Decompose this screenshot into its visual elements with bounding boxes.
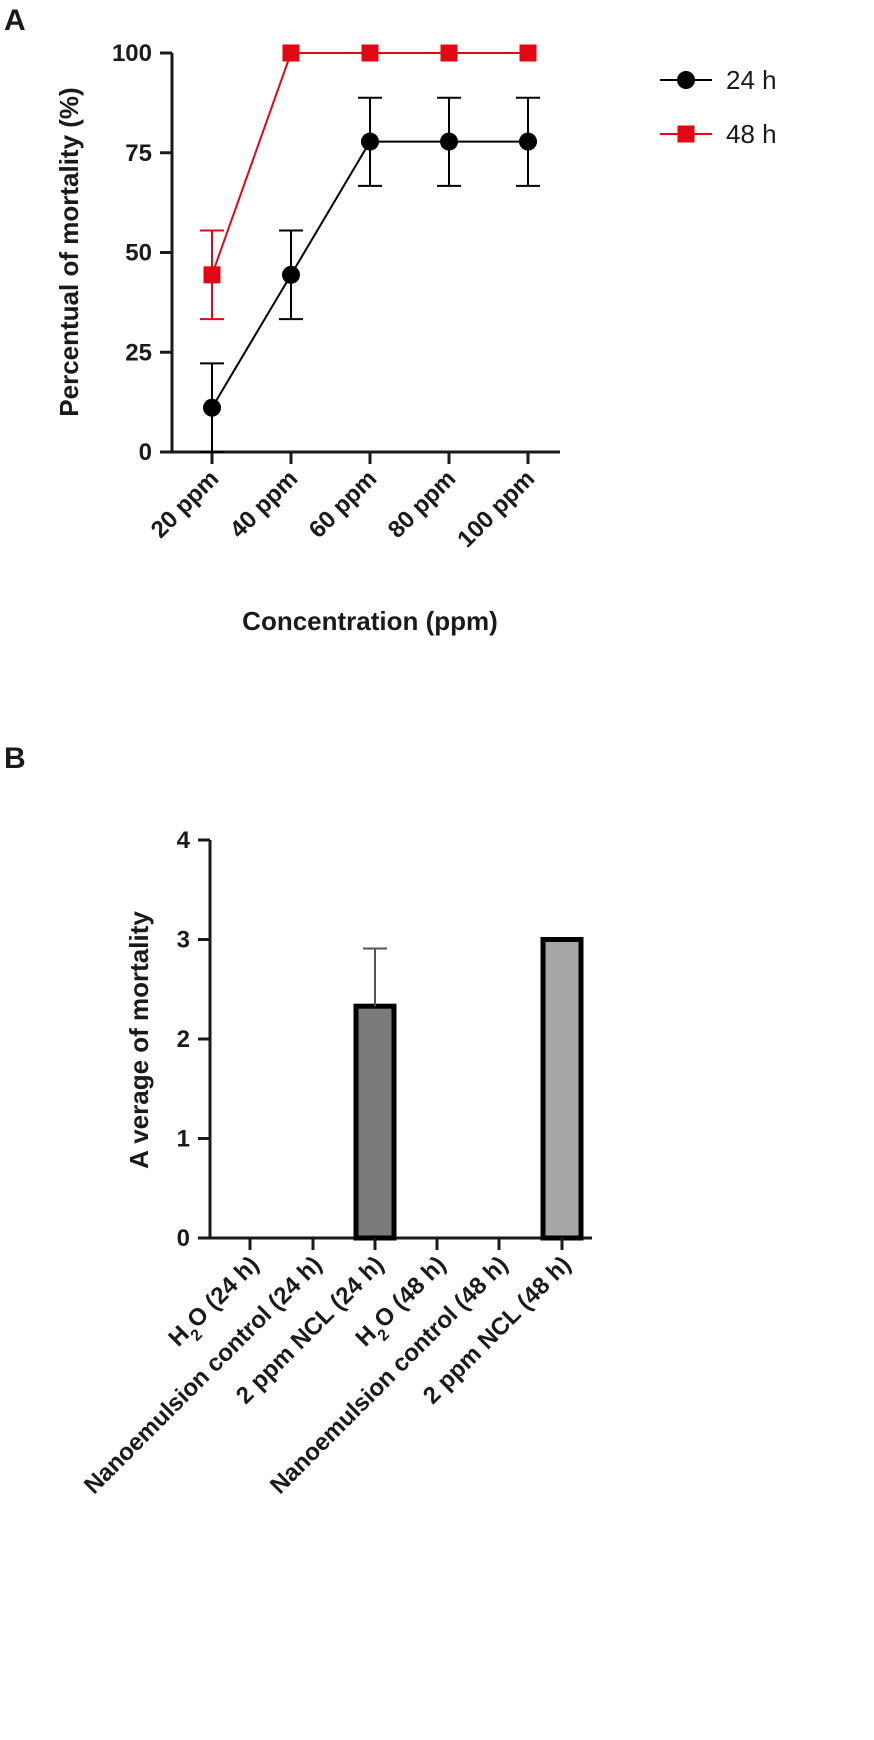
bar-rect [353,1003,397,1241]
data-point [361,132,379,151]
panel-a-y-tick-label: 25 [125,339,152,366]
panel-a-x-tick-label: 20 ppm [146,465,225,544]
data-point [203,266,221,284]
bar [353,947,397,1241]
legend-item-24-h: 24 h [660,65,777,95]
legend-item-48-h: 48 h [660,119,777,149]
panel-a-x-tick-label: 80 ppm [383,465,462,544]
data-point [282,265,300,284]
panel-a-y-axis-title: Percentual of mortality (%) [54,87,84,416]
data-point [440,44,458,62]
panel-a: A 0 25 50 75 100 20 ppm 40 ppm 60 ppm 80 ppm100… [4,4,777,636]
panel-a-x-axis-title: Concentration (ppm) [242,606,498,636]
panel-a-y-tick-label: 50 [125,240,152,267]
data-point [440,132,458,151]
panel-b-y-tick-label: 4 [177,827,191,854]
panel-b-y-tick-label: 1 [177,1126,190,1153]
bar-rect [540,937,584,1241]
legend-marker [677,71,695,89]
data-point [519,132,537,151]
panel-b-y-tick-label: 3 [177,927,190,954]
series-24-h [200,96,540,453]
panel-a-x-tick-label: 100 ppm [452,465,540,553]
panel-a-label: A [4,4,26,37]
legend-marker [677,125,695,143]
panel-a-y-tick-label: 0 [139,439,152,466]
panel-a-y-tick-label: 75 [125,140,152,167]
data-point [203,398,221,417]
legend-label: 48 h [726,119,777,149]
data-point [519,44,537,62]
series-48-h [200,44,537,321]
panel-b-y-tick-label: 0 [177,1225,190,1252]
panel-a-y-tick-label: 100 [112,40,152,67]
bar [540,937,584,1241]
panel-b-y-axis-title: A verage of mortality [124,911,154,1169]
legend-label: 24 h [726,65,777,95]
panel-b-label: B [4,742,26,775]
panel-b-y-tick-label: 2 [177,1026,190,1053]
panel-a-x-tick-label: 40 ppm [225,465,304,544]
panel-a-x-tick-label: 60 ppm [304,465,383,544]
data-point [282,44,300,62]
data-point [361,44,379,62]
